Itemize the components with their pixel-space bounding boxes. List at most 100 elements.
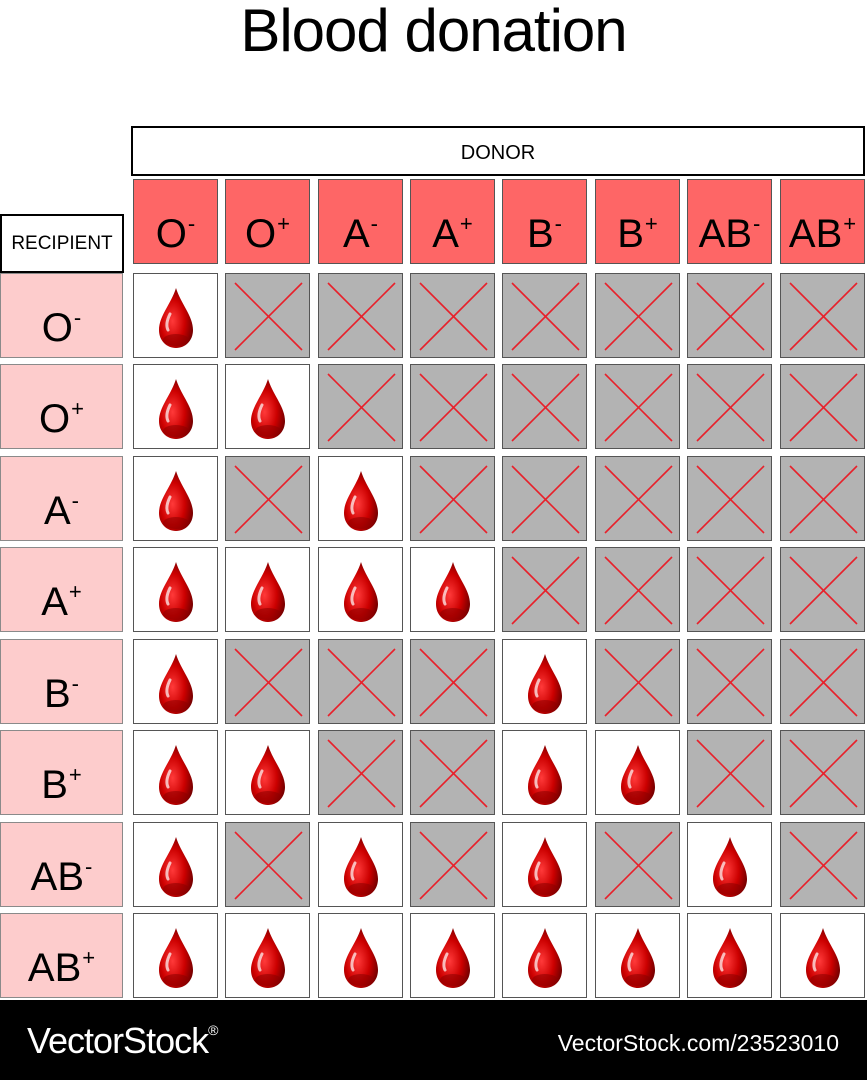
incompatible-cell <box>502 364 587 449</box>
compatible-cell <box>318 822 403 907</box>
incompatible-cell <box>410 822 495 907</box>
incompatible-cell <box>780 456 865 541</box>
compatible-cell <box>133 730 218 815</box>
compatible-cell <box>502 913 587 998</box>
recipient-rh-sign: - <box>85 854 93 879</box>
compatible-cell <box>595 730 680 815</box>
incompatible-cell <box>225 456 310 541</box>
incompatible-cell <box>687 547 772 632</box>
compatible-cell <box>225 730 310 815</box>
donor-rh-sign: + <box>277 211 290 236</box>
registered-mark: ® <box>208 1022 218 1038</box>
brand-name: VectorStock <box>27 1020 209 1061</box>
incompatible-cell <box>780 730 865 815</box>
donor-header-b-pos: B+ <box>595 179 680 264</box>
incompatible-cell <box>410 456 495 541</box>
incompatible-cell <box>780 547 865 632</box>
image-url: VectorStock.com/23523010 <box>557 1030 839 1056</box>
recipient-header-o-pos: O+ <box>0 364 123 449</box>
compatible-cell <box>133 273 218 358</box>
incompatible-cell <box>780 273 865 358</box>
incompatible-cell <box>410 273 495 358</box>
recipient-type-label: O <box>39 397 71 441</box>
donor-header-ab-neg: AB- <box>687 179 772 264</box>
recipient-rh-sign: - <box>71 671 79 696</box>
donor-type-label: A <box>342 212 370 256</box>
incompatible-cell <box>595 364 680 449</box>
donor-rh-sign: + <box>459 211 473 236</box>
donor-type-label: O <box>155 212 187 256</box>
compatible-cell <box>687 822 772 907</box>
donor-header-o-pos: O+ <box>225 179 310 264</box>
donor-type-label: AB <box>788 212 843 256</box>
recipient-type-label: AB <box>30 855 85 899</box>
incompatible-cell <box>502 547 587 632</box>
recipient-header-box: RECIPIENT <box>0 214 124 273</box>
compatible-cell <box>133 822 218 907</box>
compatible-cell <box>133 547 218 632</box>
incompatible-cell <box>318 730 403 815</box>
donor-header-ab-pos: AB+ <box>780 179 865 264</box>
recipient-header-ab-neg: AB- <box>0 822 123 907</box>
recipient-label: RECIPIENT <box>11 233 113 254</box>
incompatible-cell <box>225 273 310 358</box>
donor-type-label: B <box>617 212 644 256</box>
compatible-cell <box>780 913 865 998</box>
compatible-cell <box>410 913 495 998</box>
compatible-cell <box>133 913 218 998</box>
recipient-type-label: B <box>43 672 71 716</box>
donor-header-box: DONOR <box>131 126 865 176</box>
vectorstock-logo: VectorStock® <box>27 1020 218 1062</box>
recipient-header-o-neg: O- <box>0 273 123 358</box>
donor-rh-sign: - <box>370 211 378 236</box>
compatible-cell <box>225 547 310 632</box>
incompatible-cell <box>225 822 310 907</box>
incompatible-cell <box>780 639 865 724</box>
compatible-cell <box>225 913 310 998</box>
recipient-header-a-neg: A- <box>0 456 123 541</box>
incompatible-cell <box>410 364 495 449</box>
compatible-cell <box>595 913 680 998</box>
donor-rh-sign: + <box>843 211 857 236</box>
incompatible-cell <box>687 456 772 541</box>
compatible-cell <box>410 547 495 632</box>
compatible-cell <box>318 456 403 541</box>
incompatible-cell <box>595 547 680 632</box>
recipient-type-label: O <box>41 306 73 350</box>
donor-type-label: A <box>432 212 459 256</box>
chart-title: Blood donation <box>240 0 627 64</box>
incompatible-cell <box>410 730 495 815</box>
incompatible-cell <box>595 456 680 541</box>
watermark-footer: VectorStock® VectorStock.com/23523010 <box>0 1000 867 1080</box>
donor-header-a-neg: A- <box>318 179 403 264</box>
recipient-type-label: AB <box>27 946 82 990</box>
donor-rh-sign: - <box>554 211 562 236</box>
recipient-type-label: A <box>43 489 71 533</box>
recipient-header-b-neg: B- <box>0 639 123 724</box>
incompatible-cell <box>318 364 403 449</box>
compatible-cell <box>502 822 587 907</box>
donor-type-label: AB <box>698 212 753 256</box>
recipient-type-label: A <box>41 580 68 624</box>
compatible-cell <box>133 456 218 541</box>
incompatible-cell <box>687 273 772 358</box>
incompatible-cell <box>318 273 403 358</box>
recipient-header-a-pos: A+ <box>0 547 123 632</box>
donor-rh-sign: + <box>644 211 658 236</box>
donor-rh-sign: - <box>753 211 761 236</box>
compatible-cell <box>318 913 403 998</box>
donor-type-label: O <box>245 212 277 256</box>
donor-rh-sign: - <box>187 211 196 236</box>
incompatible-cell <box>595 639 680 724</box>
incompatible-cell <box>595 273 680 358</box>
incompatible-cell <box>780 822 865 907</box>
incompatible-cell <box>687 730 772 815</box>
incompatible-cell <box>225 639 310 724</box>
recipient-header-b-pos: B+ <box>0 730 123 815</box>
recipient-rh-sign: + <box>68 762 82 787</box>
recipient-rh-sign: + <box>82 945 96 970</box>
donor-header-b-neg: B- <box>502 179 587 264</box>
compatible-cell <box>318 547 403 632</box>
compatible-cell <box>502 730 587 815</box>
compatible-cell <box>687 913 772 998</box>
